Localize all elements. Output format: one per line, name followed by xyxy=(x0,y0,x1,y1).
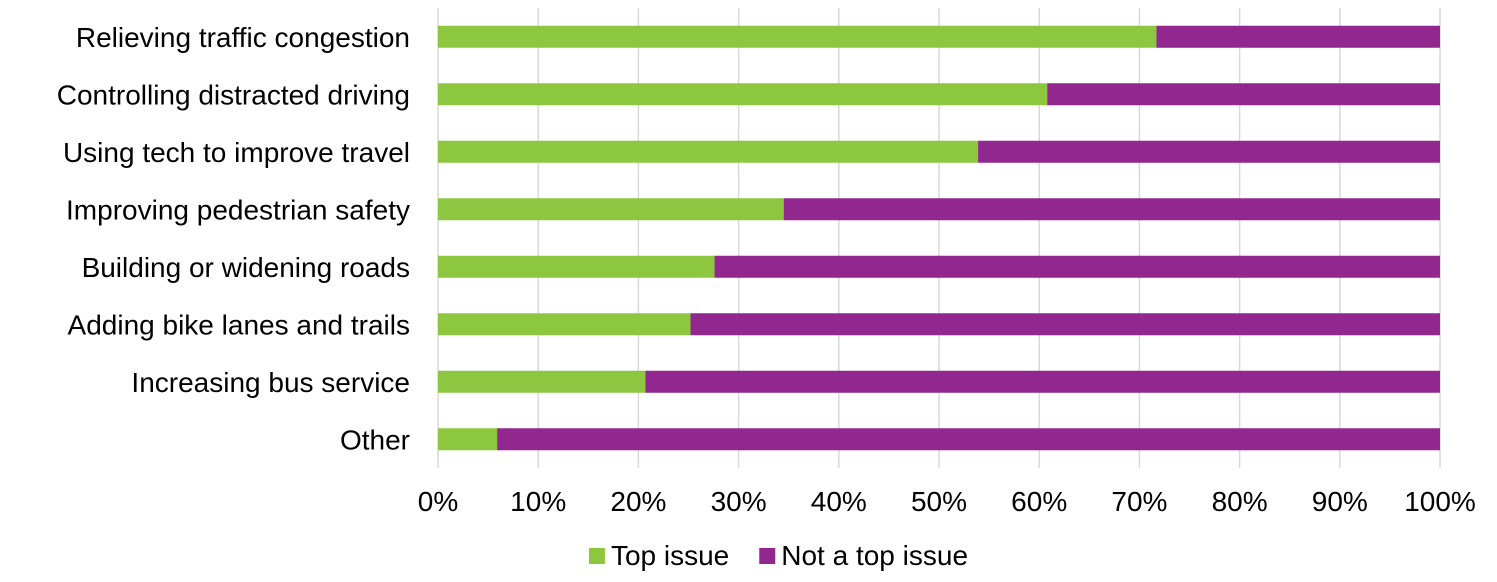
bar-segment-not-top-issue xyxy=(645,370,1440,393)
x-tick-label: 30% xyxy=(711,486,767,517)
bar-segment-not-top-issue xyxy=(497,428,1440,451)
legend-label: Top issue xyxy=(611,540,729,571)
category-labels: Relieving traffic congestion Controlling … xyxy=(57,22,410,456)
x-tick-label: 0% xyxy=(418,486,458,517)
category-label: Relieving traffic congestion xyxy=(76,22,410,53)
bar-segment-not-top-issue xyxy=(783,198,1440,221)
x-tick-label: 100% xyxy=(1404,486,1476,517)
x-tick-label: 40% xyxy=(811,486,867,517)
bar-segment-not-top-issue xyxy=(1047,83,1440,106)
x-tick-labels: 0% 10% 20% 30% 40% 50% 60% 70% 80% 90% 100% xyxy=(418,486,1476,517)
x-tick-label: 90% xyxy=(1312,486,1368,517)
gridlines xyxy=(437,8,1441,468)
category-label: Adding bike lanes and trails xyxy=(68,309,410,340)
x-tick-label: 60% xyxy=(1011,486,1067,517)
category-label: Building or widening roads xyxy=(82,252,410,283)
bar-segment-top-issue xyxy=(438,198,784,221)
legend-label: Not a top issue xyxy=(781,540,968,571)
category-label: Increasing bus service xyxy=(131,367,410,398)
x-tick-label: 10% xyxy=(510,486,566,517)
bar-segment-not-top-issue xyxy=(978,140,1440,163)
bar-segment-top-issue xyxy=(438,428,498,451)
bar-segment-top-issue xyxy=(438,25,1157,48)
category-label: Improving pedestrian safety xyxy=(66,194,410,225)
legend: Top issue Not a top issue xyxy=(588,540,968,571)
bar-segment-not-top-issue xyxy=(1156,25,1440,48)
legend-swatch xyxy=(759,548,776,564)
x-tick-label: 20% xyxy=(610,486,666,517)
bar-segment-not-top-issue xyxy=(714,255,1440,278)
bar-segment-top-issue xyxy=(438,313,691,336)
bar-segment-top-issue xyxy=(438,83,1048,106)
category-label: Other xyxy=(340,424,410,455)
x-tick-label: 80% xyxy=(1212,486,1268,517)
legend-swatch xyxy=(588,548,605,564)
x-tick-label: 50% xyxy=(911,486,967,517)
x-tick-label: 70% xyxy=(1111,486,1167,517)
bar-segment-top-issue xyxy=(438,140,979,163)
bar-segment-not-top-issue xyxy=(690,313,1440,336)
bar-segment-top-issue xyxy=(438,255,715,278)
category-label: Using tech to improve travel xyxy=(63,137,410,168)
category-label: Controlling distracted driving xyxy=(57,79,410,110)
bar-segment-top-issue xyxy=(438,370,646,393)
bars xyxy=(438,25,1440,451)
